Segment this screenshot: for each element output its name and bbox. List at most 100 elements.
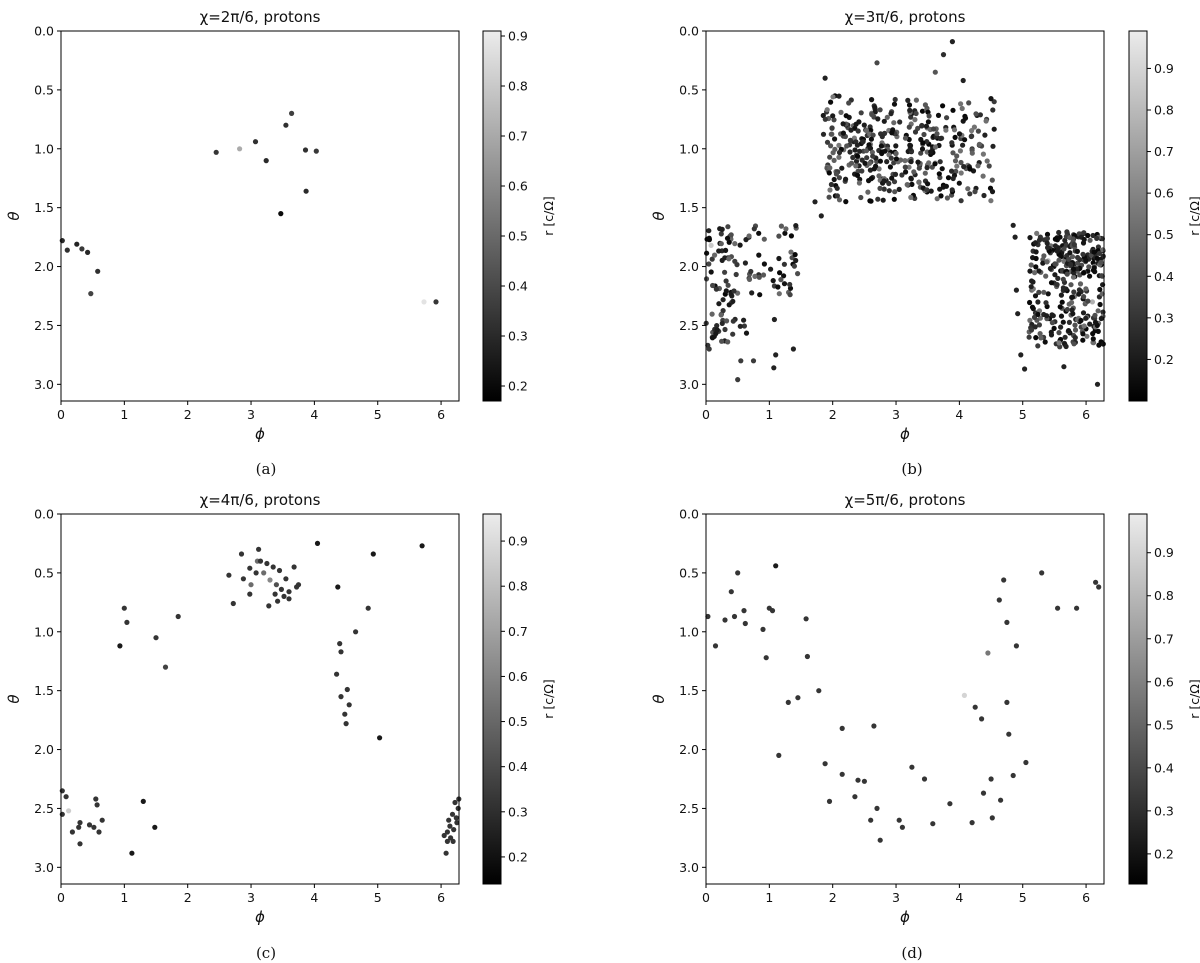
- data-point: [1030, 279, 1036, 285]
- data-point: [121, 605, 127, 611]
- data-point: [861, 122, 867, 128]
- colorbar-tick-label: 0.4: [508, 759, 528, 774]
- data-point: [1004, 619, 1010, 626]
- data-point: [958, 159, 964, 166]
- data-point: [875, 116, 881, 122]
- data-point: [1072, 327, 1079, 333]
- data-point: [776, 291, 782, 297]
- data-point: [714, 327, 720, 333]
- data-point: [926, 160, 932, 166]
- data-point: [725, 282, 731, 288]
- data-point: [777, 270, 783, 276]
- data-point: [1043, 273, 1049, 279]
- colorbar-tick-label: 0.8: [508, 79, 528, 94]
- data-point: [911, 169, 917, 175]
- data-point: [1033, 255, 1039, 262]
- data-point: [840, 130, 847, 136]
- data-point: [969, 820, 975, 826]
- plot-area: [61, 514, 459, 884]
- data-point: [1093, 579, 1099, 585]
- data-point: [967, 166, 973, 172]
- y-tick-label: 0.5: [34, 82, 54, 97]
- data-point: [857, 176, 863, 182]
- data-point: [1069, 294, 1075, 300]
- colorbar-tick-label: 0.6: [1154, 674, 1174, 689]
- data-point: [832, 146, 838, 152]
- data-point: [370, 551, 376, 557]
- data-point: [908, 194, 914, 200]
- data-point: [718, 231, 724, 237]
- data-point: [956, 180, 962, 186]
- data-point: [843, 113, 849, 119]
- data-point: [891, 179, 898, 185]
- data-point: [830, 94, 836, 100]
- data-point: [1096, 584, 1102, 590]
- data-point: [939, 166, 945, 172]
- data-point: [77, 820, 83, 826]
- data-point: [96, 829, 102, 835]
- data-point: [741, 323, 748, 329]
- data-point: [940, 52, 947, 58]
- data-point: [735, 377, 741, 383]
- data-point: [954, 153, 960, 159]
- data-point: [940, 103, 946, 109]
- data-point: [920, 140, 926, 146]
- y-tick-label: 0.5: [679, 565, 699, 580]
- colorbar-tick-label: 0.3: [508, 329, 528, 344]
- data-point: [247, 565, 253, 571]
- data-point: [723, 247, 729, 253]
- data-point: [950, 175, 956, 182]
- data-point: [972, 189, 978, 195]
- data-point: [743, 330, 750, 336]
- data-point: [924, 165, 930, 171]
- colorbar-tick-label: 0.4: [1154, 269, 1174, 284]
- data-point: [776, 255, 782, 262]
- data-point: [836, 149, 843, 156]
- data-point: [737, 242, 743, 248]
- data-point: [377, 735, 383, 741]
- data-point: [840, 121, 846, 127]
- data-point: [934, 196, 940, 202]
- data-point: [937, 159, 943, 165]
- colorbar-tick-label: 0.4: [508, 279, 528, 294]
- x-tick-label: 0: [702, 890, 710, 905]
- data-point: [1090, 267, 1096, 273]
- colorbar-gradient: [482, 30, 502, 402]
- data-point: [828, 181, 835, 188]
- data-point: [763, 655, 769, 661]
- data-point: [117, 643, 123, 649]
- colorbar-tick-label: 0.6: [508, 179, 528, 194]
- x-tick-label: 4: [955, 407, 963, 422]
- data-point: [343, 721, 349, 727]
- data-point: [1061, 364, 1067, 370]
- x-tick-label: 5: [1019, 407, 1027, 422]
- colorbar-label: r [c/Ω]: [1187, 679, 1200, 719]
- data-point: [863, 148, 870, 154]
- data-point: [826, 170, 832, 176]
- colorbar-tick-label: 0.8: [508, 579, 528, 594]
- data-point: [1094, 255, 1100, 261]
- data-point: [909, 181, 915, 187]
- x-tick-label: 2: [829, 407, 837, 422]
- data-point: [969, 128, 975, 134]
- data-point: [1027, 235, 1033, 241]
- data-point: [881, 118, 887, 124]
- data-point: [86, 822, 93, 828]
- data-point: [1041, 289, 1047, 295]
- colorbar-gradient: [1128, 513, 1148, 885]
- data-point: [918, 150, 924, 156]
- data-point: [954, 163, 960, 169]
- data-point: [730, 331, 736, 337]
- data-point: [893, 156, 900, 162]
- y-tick-label: 2.0: [34, 259, 54, 274]
- data-point: [795, 271, 801, 277]
- data-point: [958, 101, 964, 107]
- data-point: [839, 165, 845, 171]
- x-tick-label: 5: [1019, 890, 1027, 905]
- data-point: [1076, 291, 1082, 297]
- data-point: [1054, 248, 1060, 254]
- data-point: [264, 560, 270, 567]
- data-point: [726, 256, 732, 262]
- data-point: [1027, 317, 1033, 323]
